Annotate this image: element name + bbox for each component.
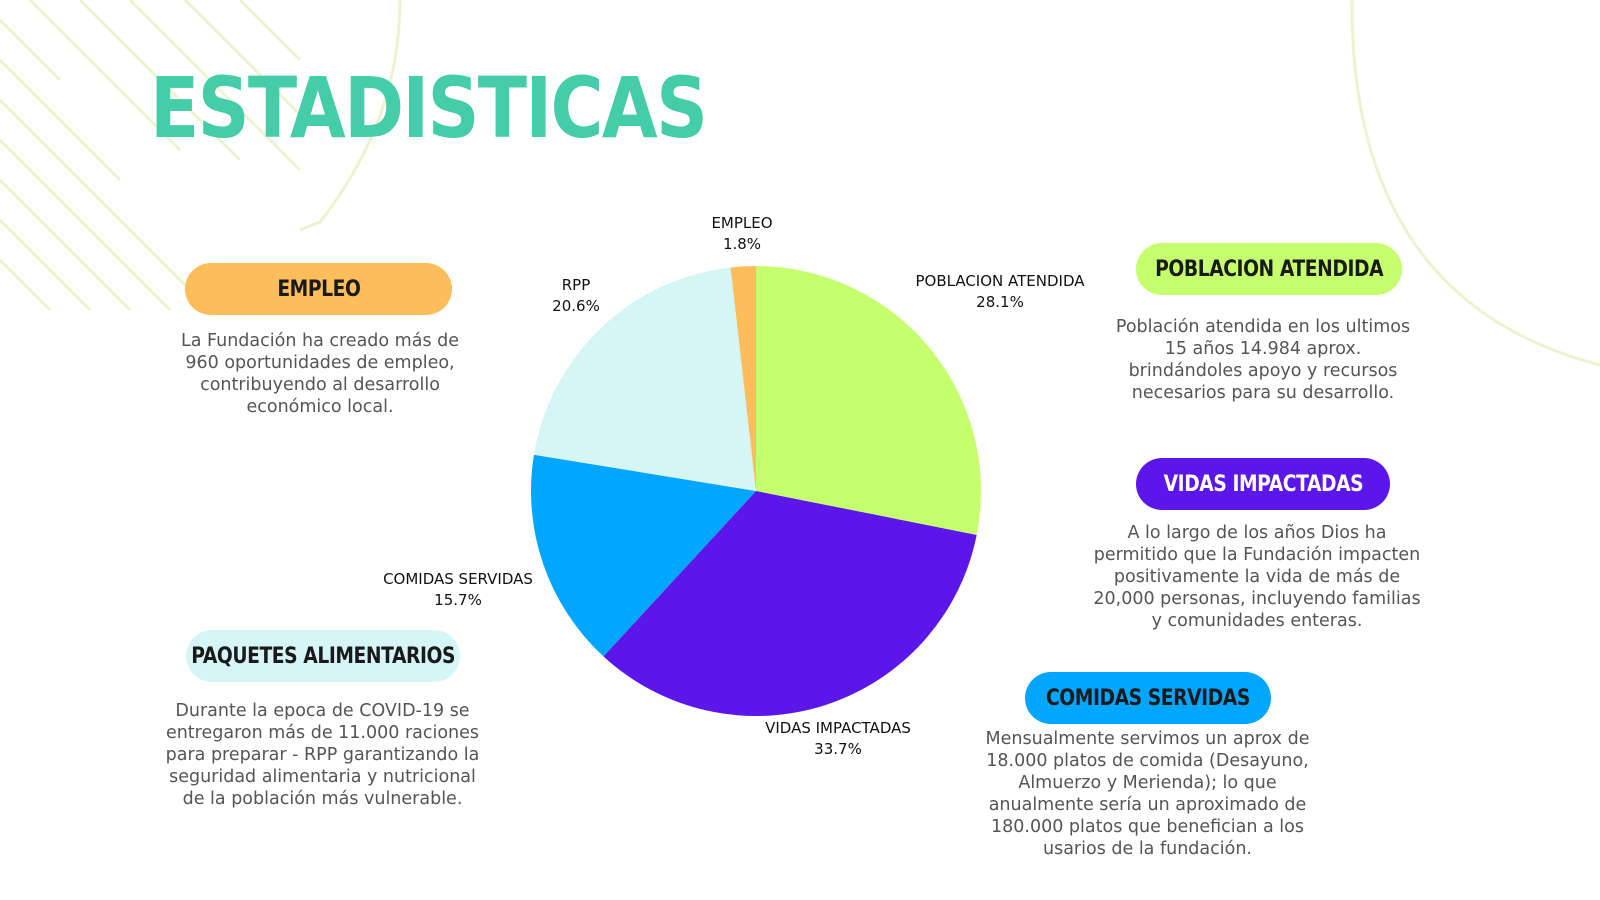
pie-label-comidas-servidas: COMIDAS SERVIDAS bbox=[383, 570, 533, 588]
pie-value-comidas-servidas: 15.7% bbox=[434, 591, 482, 609]
poblacion-heading: POBLACION ATENDIDA bbox=[1154, 256, 1384, 282]
empleo-badge: EMPLEO bbox=[185, 263, 452, 315]
pie-value-empleo: 1.8% bbox=[723, 235, 761, 253]
pie-value-poblacion-atendida: 28.1% bbox=[976, 293, 1024, 311]
pie-slice-vidas-impactadas bbox=[603, 491, 977, 716]
pie-value-rpp: 20.6% bbox=[552, 297, 600, 315]
empleo-heading: EMPLEO bbox=[276, 276, 361, 302]
comidas-badge: COMIDAS SERVIDAS bbox=[1025, 672, 1271, 724]
comidas-description: Mensualmente servimos un aprox de 18.000… bbox=[985, 729, 1310, 859]
comidas-heading: COMIDAS SERVIDAS bbox=[1046, 685, 1250, 711]
vidas-heading: VIDAS IMPACTADAS bbox=[1163, 471, 1363, 497]
poblacion-description: Población atendida en los ultimos 15 año… bbox=[1115, 317, 1411, 403]
vidas-badge: VIDAS IMPACTADAS bbox=[1136, 458, 1390, 510]
paquetes-heading: PAQUETES ALIMENTARIOS bbox=[191, 643, 455, 669]
pie-slice-comidas-servidas bbox=[531, 454, 756, 657]
paquetes-badge: PAQUETES ALIMENTARIOS bbox=[186, 630, 460, 682]
page-title: ESTADISTICAS bbox=[150, 59, 708, 157]
pie-label-empleo: EMPLEO bbox=[711, 214, 772, 232]
pie-value-vidas-impactadas: 33.7% bbox=[814, 740, 862, 758]
pie-label-vidas-impactadas: VIDAS IMPACTADAS bbox=[765, 719, 911, 737]
pie-label-rpp: RPP bbox=[562, 276, 591, 294]
empleo-description: La Fundación ha creado más de 960 oportu… bbox=[180, 331, 459, 417]
poblacion-badge: POBLACION ATENDIDA bbox=[1136, 243, 1402, 295]
vidas-description: A lo largo de los años Dios ha permitido… bbox=[1093, 523, 1421, 631]
pie-label-poblacion-atendida: POBLACION ATENDIDA bbox=[915, 272, 1085, 290]
pie-slice-empleo bbox=[730, 266, 756, 491]
pie-slice-rpp bbox=[533, 267, 756, 491]
pie-slice-poblacion-atendida bbox=[756, 266, 981, 535]
paquetes-description: Durante la epoca de COVID-19 se entregar… bbox=[165, 701, 480, 809]
